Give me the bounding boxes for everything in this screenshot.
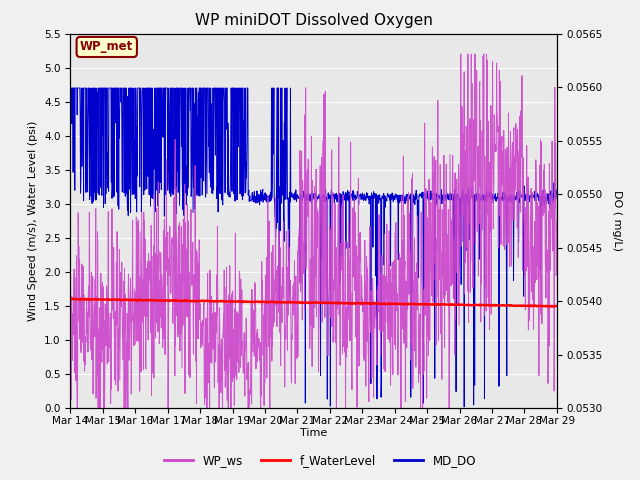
Y-axis label: Wind Speed (m/s), Water Level (psi): Wind Speed (m/s), Water Level (psi) bbox=[29, 120, 38, 321]
X-axis label: Time: Time bbox=[300, 429, 327, 438]
Legend: WP_ws, f_WaterLevel, MD_DO: WP_ws, f_WaterLevel, MD_DO bbox=[159, 449, 481, 472]
Title: WP miniDOT Dissolved Oxygen: WP miniDOT Dissolved Oxygen bbox=[195, 13, 433, 28]
Text: WP_met: WP_met bbox=[80, 40, 133, 53]
Y-axis label: DO ( mg/L): DO ( mg/L) bbox=[612, 190, 622, 252]
